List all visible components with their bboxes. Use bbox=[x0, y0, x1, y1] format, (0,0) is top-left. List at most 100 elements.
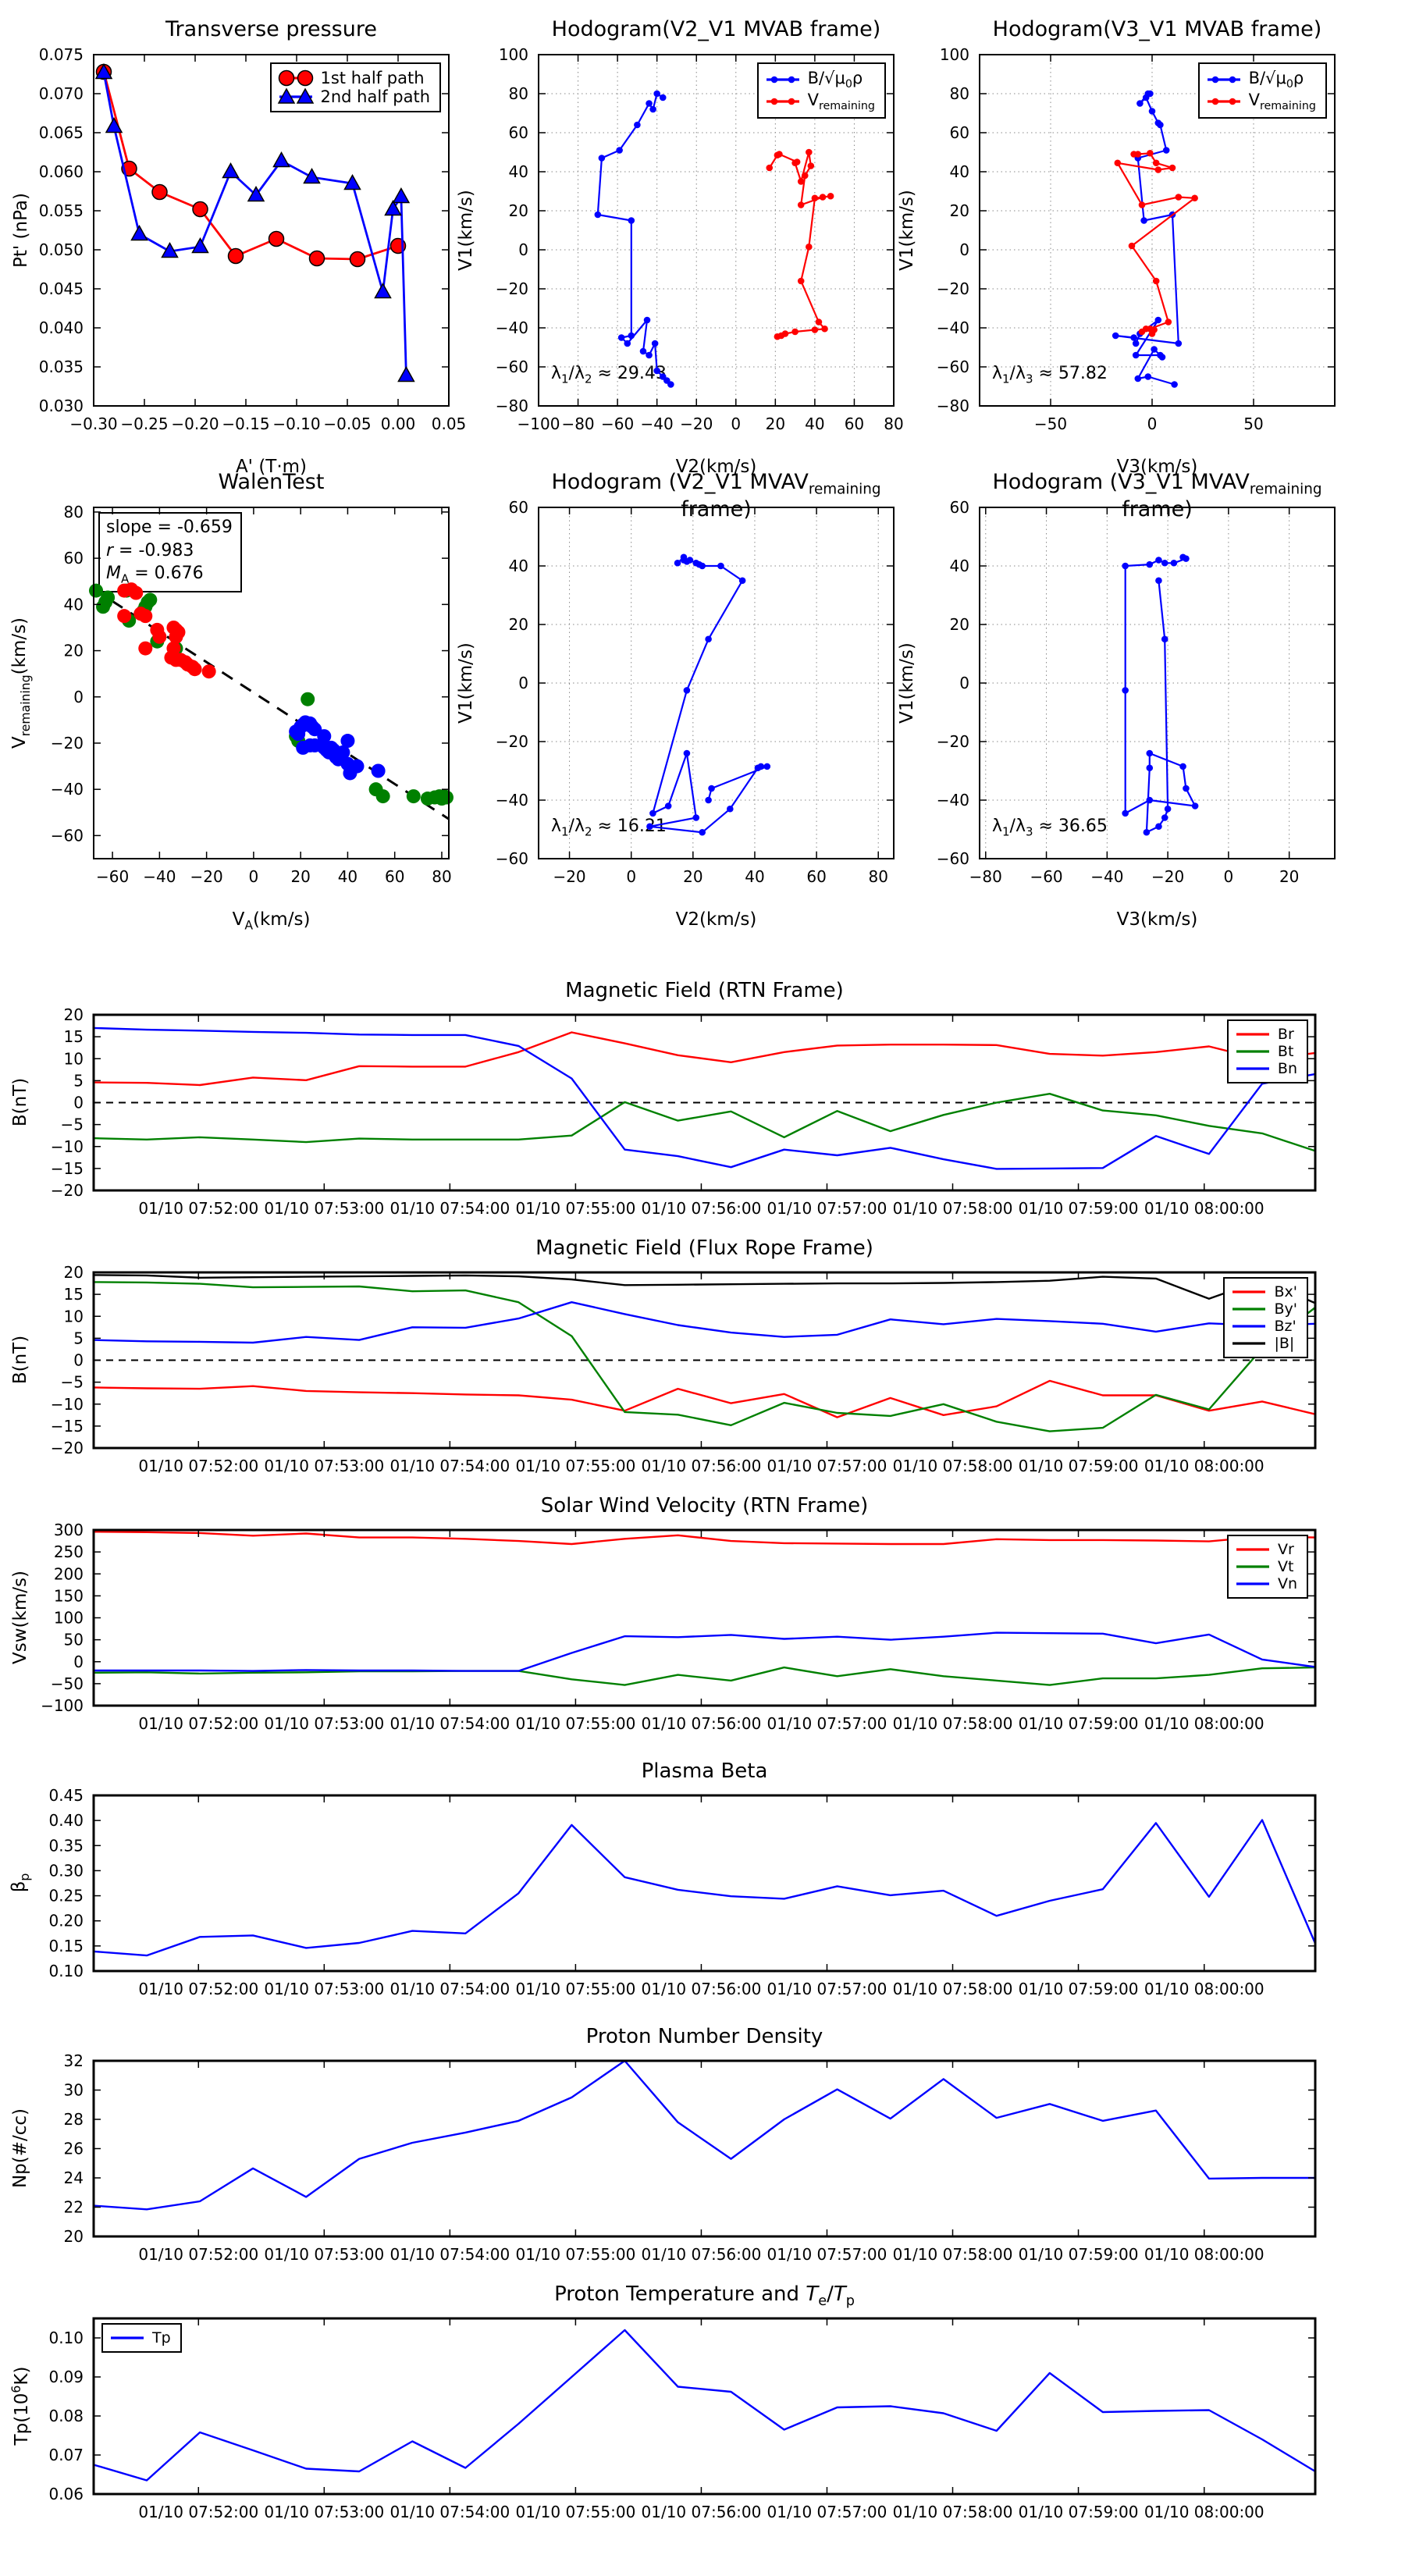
plot-area: −100 −80 −60 −40 −20 0 20 40 60 80 −80 −60 −40 −20 0 20… bbox=[496, 45, 904, 433]
svg-text:0.30: 0.30 bbox=[48, 1861, 84, 1880]
svg-text:0: 0 bbox=[518, 674, 528, 692]
svg-text:01/10 07:54:00: 01/10 07:54:00 bbox=[389, 1199, 510, 1218]
svg-text:0.065: 0.065 bbox=[39, 123, 84, 142]
walen-points-red-markers bbox=[117, 582, 216, 679]
alfven-mach-value: MA = 0.676 bbox=[106, 564, 204, 586]
svg-text:0: 0 bbox=[73, 688, 84, 706]
legend-label: Bt bbox=[1277, 1043, 1294, 1060]
svg-text:01/10 07:59:00: 01/10 07:59:00 bbox=[1019, 1457, 1139, 1475]
svg-text:−10: −10 bbox=[51, 1395, 84, 1414]
svg-text:40: 40 bbox=[509, 162, 528, 181]
legend-sample-bz-line bbox=[1232, 1325, 1266, 1328]
legend-sample-bx-line bbox=[1232, 1290, 1266, 1293]
panel-hodogram-v3v1-mvav: Hodogram (V3_V1 MVAVremaining frame) V1(… bbox=[886, 453, 1350, 968]
svg-text:01/10 08:00:00: 01/10 08:00:00 bbox=[1144, 1714, 1264, 1733]
Bx'-line bbox=[93, 1379, 1316, 1418]
svg-text:60: 60 bbox=[509, 498, 528, 517]
legend-item: Vremaining bbox=[765, 91, 875, 112]
svg-text:01/10 08:00:00: 01/10 08:00:00 bbox=[1144, 1199, 1264, 1218]
svg-text:01/10 07:58:00: 01/10 07:58:00 bbox=[893, 2245, 1013, 2264]
vsw-rtn-legend: Vr Vt Vn bbox=[1226, 1535, 1308, 1599]
svg-text:20: 20 bbox=[950, 201, 969, 220]
svg-text:−60: −60 bbox=[496, 358, 528, 376]
svg-text:−0.20: −0.20 bbox=[171, 415, 219, 433]
svg-text:0: 0 bbox=[73, 1351, 84, 1370]
svg-text:80: 80 bbox=[509, 84, 528, 103]
vsw-rtn-svg: 01/10 07:52:00 01/10 07:53:00 01/10 07:54:… bbox=[41, 1521, 1317, 1733]
svg-text:0.10: 0.10 bbox=[48, 1962, 84, 1980]
v-hodogram-line bbox=[649, 556, 768, 834]
legend-label: Tp bbox=[152, 2329, 171, 2347]
svg-text:01/10 07:53:00: 01/10 07:53:00 bbox=[264, 1980, 384, 1998]
x-axis-label: V2(km/s) bbox=[675, 909, 757, 930]
svg-text:01/10 07:58:00: 01/10 07:58:00 bbox=[893, 1199, 1013, 1218]
axes-frame bbox=[92, 2059, 1317, 2238]
b-rtn-legend: Br Bt Bn bbox=[1226, 1019, 1308, 1083]
svg-text:−50: −50 bbox=[51, 1674, 84, 1693]
svg-text:−5: −5 bbox=[61, 1373, 84, 1392]
svg-text:20: 20 bbox=[64, 642, 84, 660]
svg-text:−20: −20 bbox=[553, 867, 585, 886]
legend-item: By' bbox=[1231, 1300, 1297, 1318]
legend-sample-vremaining-line bbox=[1207, 98, 1240, 105]
legend-item: |B| bbox=[1231, 1335, 1297, 1352]
svg-text:20: 20 bbox=[290, 867, 310, 886]
plot-area: −20 0 20 40 60 80 −60 −40 −20 0 20 40 60 bbox=[496, 498, 895, 886]
y-ticks: −20 −15 −10 −5 0 5 10 15 20 bbox=[51, 1005, 1315, 1200]
svg-text:01/10 07:54:00: 01/10 07:54:00 bbox=[389, 1980, 510, 1998]
legend-sample-by-line bbox=[1232, 1308, 1266, 1311]
hodogram-v2v1-mvab-svg: −100 −80 −60 −40 −20 0 20 40 60 80 −80 −60 −40 −20 0 20… bbox=[496, 45, 904, 433]
b-rtn-svg: 01/10 07:52:00 01/10 07:53:00 01/10 07:54:… bbox=[51, 1005, 1317, 1218]
svg-text:−0.15: −0.15 bbox=[222, 415, 269, 433]
svg-text:250: 250 bbox=[54, 1542, 84, 1561]
svg-text:100: 100 bbox=[940, 45, 969, 64]
svg-text:0.20: 0.20 bbox=[48, 1912, 84, 1930]
svg-text:0: 0 bbox=[959, 674, 969, 692]
svg-text:−60: −60 bbox=[601, 415, 634, 433]
x-ticks: 01/10 07:52:00 01/10 07:53:00 01/10 07:54:… bbox=[138, 2061, 1264, 2264]
svg-text:20: 20 bbox=[509, 201, 528, 220]
legend-label: |B| bbox=[1274, 1335, 1295, 1352]
svg-text:80: 80 bbox=[950, 84, 969, 103]
svg-text:01/10 07:52:00: 01/10 07:52:00 bbox=[138, 1714, 258, 1733]
panel-magnetic-field-flux-rope: Magnetic Field (Flux Rope Frame) B(nT) 0… bbox=[0, 1218, 1327, 1483]
second-half-path-line bbox=[102, 72, 407, 376]
svg-text:01/10 08:00:00: 01/10 08:00:00 bbox=[1144, 1457, 1264, 1475]
svg-text:60: 60 bbox=[950, 123, 969, 142]
y-axis-label: Vremaining(km/s) bbox=[9, 617, 33, 749]
svg-text:−20: −20 bbox=[680, 415, 713, 433]
svg-text:20: 20 bbox=[1279, 867, 1299, 886]
svg-text:−60: −60 bbox=[96, 867, 129, 886]
svg-text:01/10 07:53:00: 01/10 07:53:00 bbox=[264, 1714, 384, 1733]
svg-text:15: 15 bbox=[64, 1285, 84, 1304]
svg-text:22: 22 bbox=[64, 2198, 84, 2217]
svg-text:−100: −100 bbox=[518, 415, 560, 433]
svg-text:01/10 07:59:00: 01/10 07:59:00 bbox=[1019, 1199, 1139, 1218]
svg-text:0: 0 bbox=[249, 867, 259, 886]
panel-title: Proton Temperature and Te/Tp bbox=[554, 2282, 855, 2310]
svg-text:01/10 07:55:00: 01/10 07:55:00 bbox=[515, 2245, 635, 2264]
svg-text:0.050: 0.050 bbox=[39, 240, 84, 259]
svg-text:−20: −20 bbox=[496, 279, 528, 298]
svg-text:28: 28 bbox=[64, 2110, 84, 2129]
legend-item: Vr bbox=[1235, 1541, 1297, 1558]
svg-text:0.08: 0.08 bbox=[48, 2407, 84, 2425]
svg-text:0.035: 0.035 bbox=[39, 358, 84, 376]
hodogram-v2v1-mvav-svg: −20 0 20 40 60 80 −60 −40 −20 0 20 40 60 bbox=[496, 498, 895, 886]
panel-title: Solar Wind Velocity (RTN Frame) bbox=[540, 1494, 869, 1517]
svg-text:20: 20 bbox=[64, 1263, 84, 1282]
y-axis-label: Pt' (nPa) bbox=[11, 193, 31, 268]
legend-label: By' bbox=[1274, 1300, 1297, 1318]
Br-line bbox=[93, 1031, 1316, 1087]
svg-text:−0.05: −0.05 bbox=[323, 415, 371, 433]
Bt-line bbox=[93, 1092, 1316, 1152]
svg-text:−20: −20 bbox=[190, 867, 223, 886]
correlation-value: r = -0.983 bbox=[106, 540, 194, 560]
svg-text:0.060: 0.060 bbox=[39, 162, 84, 181]
svg-text:−20: −20 bbox=[51, 734, 84, 753]
svg-text:01/10 07:59:00: 01/10 07:59:00 bbox=[1019, 1714, 1139, 1733]
legend-item: Tp bbox=[109, 2329, 171, 2347]
v-remaining-hodogram-markers bbox=[766, 148, 834, 340]
svg-text:0: 0 bbox=[518, 240, 528, 259]
